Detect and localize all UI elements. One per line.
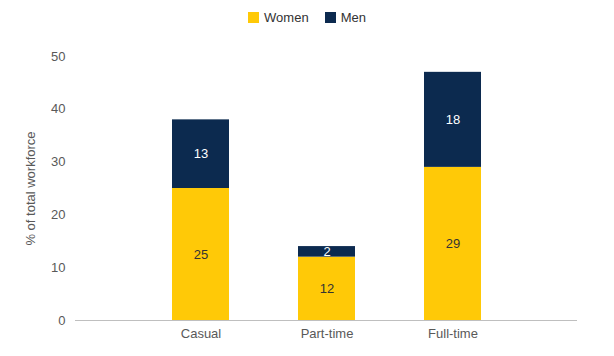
svg-text:Part-time: Part-time [301,326,354,341]
svg-text:10: 10 [51,260,65,275]
svg-text:50: 50 [51,49,65,64]
svg-text:0: 0 [58,313,65,328]
svg-text:20: 20 [51,207,65,222]
svg-text:25: 25 [194,247,208,262]
svg-text:40: 40 [51,101,65,116]
svg-text:30: 30 [51,154,65,169]
svg-text:Full-time: Full-time [428,326,478,341]
html-text:Men: Men [340,10,366,25]
svg-text:18: 18 [446,112,460,127]
svg-text:13: 13 [194,146,208,161]
svg-text:12: 12 [320,281,334,296]
svg-text:2: 2 [323,244,330,259]
svg-text:% of total workforce: % of total workforce [23,131,38,245]
html-text:Women: Women [264,10,309,25]
svg-text:Casual: Casual [181,326,222,341]
svg-text:29: 29 [446,236,460,251]
